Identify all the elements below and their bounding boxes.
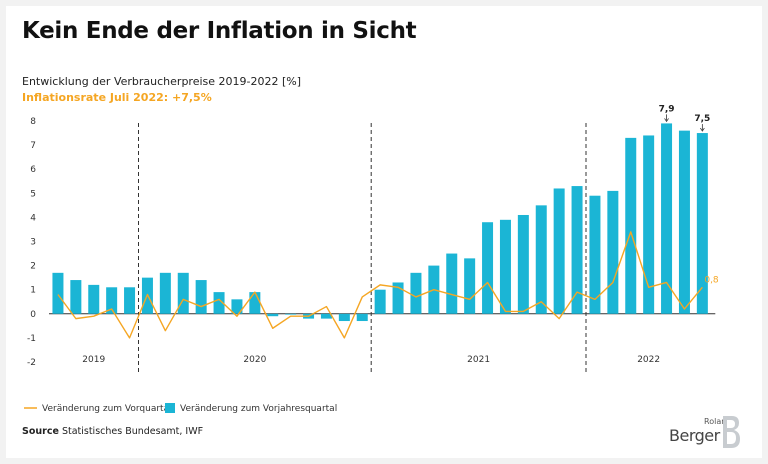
legend-line-label: Veränderung zum Vorquartal xyxy=(42,404,172,414)
annotation-arrowhead xyxy=(664,118,669,123)
y-tick-label: 2 xyxy=(30,262,36,272)
bar-yoy xyxy=(285,313,297,315)
bar-yoy xyxy=(195,280,207,314)
bar-yoy xyxy=(106,287,118,314)
y-tick-label: 4 xyxy=(30,213,36,223)
roland-berger-logo: Roland Berger xyxy=(654,414,754,452)
line-layer xyxy=(57,231,703,339)
logo-mark-icon xyxy=(723,416,740,448)
bar-yoy xyxy=(643,135,655,314)
bar-yoy xyxy=(392,282,404,314)
logo-berger-text: Berger xyxy=(669,426,720,445)
bar-yoy xyxy=(338,313,350,322)
inflation-highlight: Inflationsrate Juli 2022: +7,5% xyxy=(22,91,212,104)
bar-yoy xyxy=(499,219,511,314)
annotation-arrowhead xyxy=(700,127,705,132)
source-note: Source Statistisches Bundesamt, IWF xyxy=(22,426,203,437)
y-tick-label: -2 xyxy=(27,358,36,368)
bar-yoy xyxy=(124,287,136,314)
bar-yoy xyxy=(661,123,673,314)
y-tick-label: -1 xyxy=(27,334,36,344)
y-tick-label: 1 xyxy=(30,286,36,296)
y-tick-label: 3 xyxy=(30,238,36,248)
bar-yoy xyxy=(446,253,458,314)
source-text: Statistisches Bundesamt, IWF xyxy=(61,426,204,437)
year-label: 2022 xyxy=(637,355,660,365)
bar-yoy xyxy=(678,130,690,314)
year-label: 2021 xyxy=(467,355,490,365)
bar-yoy xyxy=(517,214,529,314)
bar-yoy xyxy=(607,190,619,314)
bar-yoy xyxy=(320,313,332,319)
bar-yoy xyxy=(231,299,243,314)
page-title: Kein Ende der Inflation in Sicht xyxy=(22,18,417,44)
y-tick-label: 8 xyxy=(30,117,36,127)
bar-yoy xyxy=(159,272,171,314)
logo-roland-text: Roland xyxy=(704,417,732,426)
bar-yoy xyxy=(464,258,476,314)
bar-yoy xyxy=(88,284,100,314)
bar-annotation-label: 7,9 xyxy=(659,104,675,114)
bar-yoy xyxy=(249,292,261,314)
bar-yoy xyxy=(535,205,547,314)
bar-yoy xyxy=(52,272,64,314)
label-layer: 7,9 7,5 0,8 xyxy=(659,104,719,285)
bar-annotation-label: 7,5 xyxy=(694,114,710,124)
y-tick-label: 5 xyxy=(30,189,36,199)
bar-yoy xyxy=(696,133,708,314)
year-label: 2020 xyxy=(243,355,266,365)
bar-yoy xyxy=(482,222,494,314)
bar-yoy xyxy=(410,272,422,314)
bar-yoy xyxy=(625,137,637,314)
legend-bar-label: Veränderung zum Vorjahresquartal xyxy=(180,404,337,414)
y-tick-label: 7 xyxy=(30,141,36,151)
chart-subtitle: Entwicklung der Verbraucherpreise 2019-2… xyxy=(22,75,302,88)
bar-yoy xyxy=(374,289,386,314)
legend: Veränderung zum Vorquartal Veränderung z… xyxy=(24,403,337,414)
bar-layer xyxy=(52,123,708,322)
bar-yoy xyxy=(177,272,189,314)
bar-yoy xyxy=(589,195,601,314)
bar-yoy xyxy=(571,186,583,314)
source-prefix: Source xyxy=(22,426,59,437)
year-label: 2019 xyxy=(82,355,105,365)
y-tick-label: 0 xyxy=(30,310,36,320)
bar-yoy xyxy=(267,313,279,317)
bar-yoy xyxy=(213,292,225,314)
bar-yoy xyxy=(553,188,565,314)
bar-yoy xyxy=(70,280,82,314)
legend-bar-swatch xyxy=(165,403,175,413)
bar-yoy xyxy=(356,313,368,322)
y-tick-label: 6 xyxy=(30,165,36,175)
line-end-label: 0,8 xyxy=(704,275,719,285)
